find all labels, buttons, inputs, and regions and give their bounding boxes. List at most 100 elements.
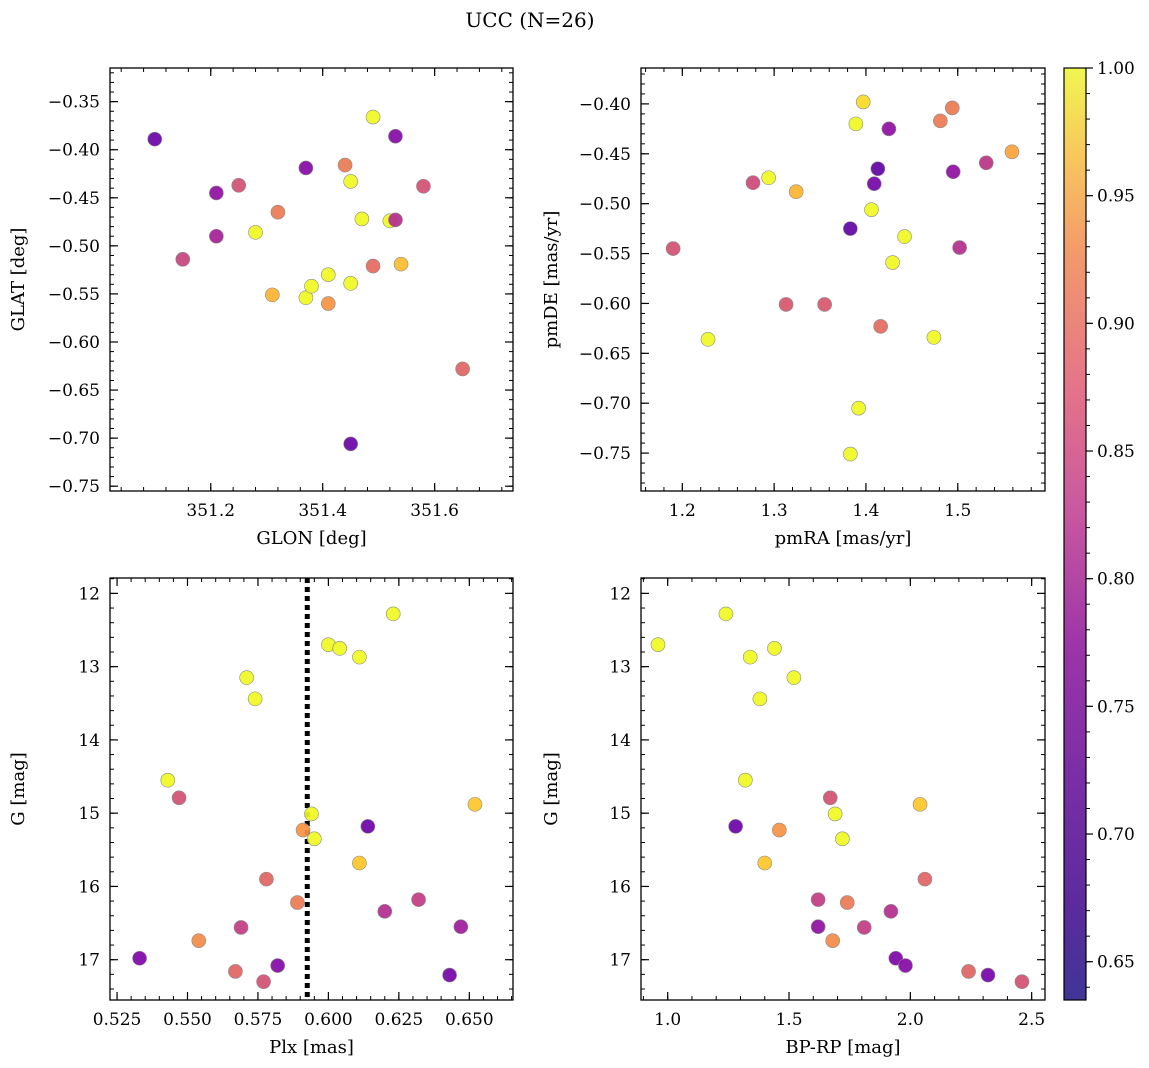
data-point — [377, 904, 393, 919]
y-tick-label: −0.40 — [48, 141, 100, 161]
data-point — [757, 855, 773, 871]
data-point — [738, 772, 753, 788]
y-tick-label: −0.50 — [48, 237, 100, 257]
x-tick-label: 1.3 — [761, 501, 788, 521]
x-tick-label: 0.650 — [445, 1010, 494, 1030]
data-point — [343, 174, 358, 189]
data-point — [778, 297, 794, 312]
data-point — [307, 831, 322, 847]
panel-plx-g: 0.525 0.550 0.575 0.600 0.625 0.650 12 13 14 15 16… — [8, 577, 514, 1058]
y-tick-label: 14 — [78, 731, 100, 751]
panel-pmra-pmde: 1.2 1.3 1.4 1.5 −0.40 −0.45 −0.50 −0.55 −0.60 −0.… — [541, 67, 1046, 549]
y-tick-label: −0.50 — [579, 195, 631, 215]
data-point — [926, 330, 942, 345]
data-point — [160, 772, 176, 788]
data-point — [270, 204, 286, 220]
y-tick-label: −0.55 — [48, 285, 100, 305]
y-tick-label: −0.45 — [48, 189, 100, 209]
x-tick-label: 0.575 — [234, 1010, 283, 1030]
data-point — [231, 177, 247, 193]
y-tick-label: −0.75 — [579, 444, 631, 464]
data-point — [885, 255, 900, 270]
data-point — [665, 241, 681, 256]
data-point — [742, 649, 758, 665]
colorbar-tick-label: 1.00 — [1097, 59, 1135, 79]
x-tick-label: 1.5 — [775, 1010, 802, 1030]
y-tick-label: 13 — [78, 658, 100, 678]
data-point — [298, 160, 314, 176]
x-tick-label: 351.6 — [410, 501, 459, 521]
colorbar-tick-label: 0.95 — [1097, 187, 1135, 207]
data-point — [752, 691, 768, 707]
y-tick-label: 14 — [609, 731, 631, 751]
data-point — [912, 797, 928, 812]
data-point — [827, 806, 843, 822]
data-point — [810, 919, 826, 935]
data-point — [933, 113, 948, 129]
x-tick-label: 351.4 — [298, 501, 347, 521]
y-tick-label: −0.75 — [48, 477, 100, 497]
y-tick-label: 15 — [609, 804, 631, 824]
data-point — [320, 296, 336, 311]
data-point — [343, 276, 358, 291]
data-point — [952, 240, 967, 255]
data-point — [332, 641, 347, 656]
y-tick-label: 17 — [78, 951, 100, 971]
x-axis-label: pmRA [mas/yr] — [775, 528, 912, 549]
data-point — [745, 175, 761, 191]
data-point — [171, 790, 187, 806]
colorbar: 0.65 0.70 0.75 0.80 0.85 0.90 0.95 1.00 — [1063, 59, 1135, 1001]
data-point — [228, 964, 243, 979]
data-point — [416, 178, 431, 194]
y-tick-label: 17 — [609, 951, 631, 971]
axes-frame — [640, 577, 1046, 1001]
x-tick-label: 2.0 — [897, 1010, 924, 1030]
y-tick-label: −0.60 — [579, 294, 631, 314]
data-point — [411, 892, 426, 907]
data-point — [978, 155, 994, 171]
data-point — [191, 933, 207, 948]
data-point — [1014, 974, 1030, 989]
data-point — [881, 121, 897, 137]
colorbar-tick-label: 0.85 — [1097, 442, 1135, 462]
data-point — [132, 950, 147, 966]
data-point — [365, 258, 381, 274]
y-tick-label: −0.65 — [48, 381, 100, 401]
data-point — [856, 920, 872, 935]
x-axis-label: GLON [deg] — [256, 528, 366, 549]
x-tick-label: 0.525 — [93, 1010, 142, 1030]
data-point — [385, 606, 401, 622]
y-tick-label: 16 — [78, 877, 100, 897]
x-tick-label: 351.2 — [186, 501, 235, 521]
data-point — [209, 185, 224, 201]
x-tick-label: 2.5 — [1018, 1010, 1045, 1030]
y-axis-label: G [mag] — [8, 752, 29, 825]
data-point — [897, 229, 912, 244]
y-tick-label: −0.60 — [48, 333, 100, 353]
x-tick-label: 1.5 — [944, 501, 971, 521]
data-point — [718, 606, 734, 622]
x-tick-label: 1.2 — [669, 501, 696, 521]
data-point — [388, 212, 403, 228]
data-point — [248, 225, 263, 240]
data-point — [295, 822, 311, 838]
data-point — [1004, 144, 1020, 160]
data-point — [259, 871, 274, 887]
data-point — [788, 184, 804, 200]
data-point — [175, 252, 191, 267]
data-point — [835, 831, 850, 847]
data-point — [442, 967, 457, 983]
data-point — [728, 819, 743, 834]
data-point — [810, 892, 826, 907]
data-point — [843, 221, 858, 236]
data-point — [945, 164, 961, 180]
data-point — [320, 267, 336, 282]
x-tick-label: 0.550 — [163, 1010, 212, 1030]
data-point — [388, 128, 403, 144]
data-point — [265, 287, 280, 303]
data-point — [455, 361, 470, 377]
data-point — [467, 797, 483, 812]
y-tick-label: 12 — [78, 584, 100, 604]
data-point — [256, 974, 271, 989]
